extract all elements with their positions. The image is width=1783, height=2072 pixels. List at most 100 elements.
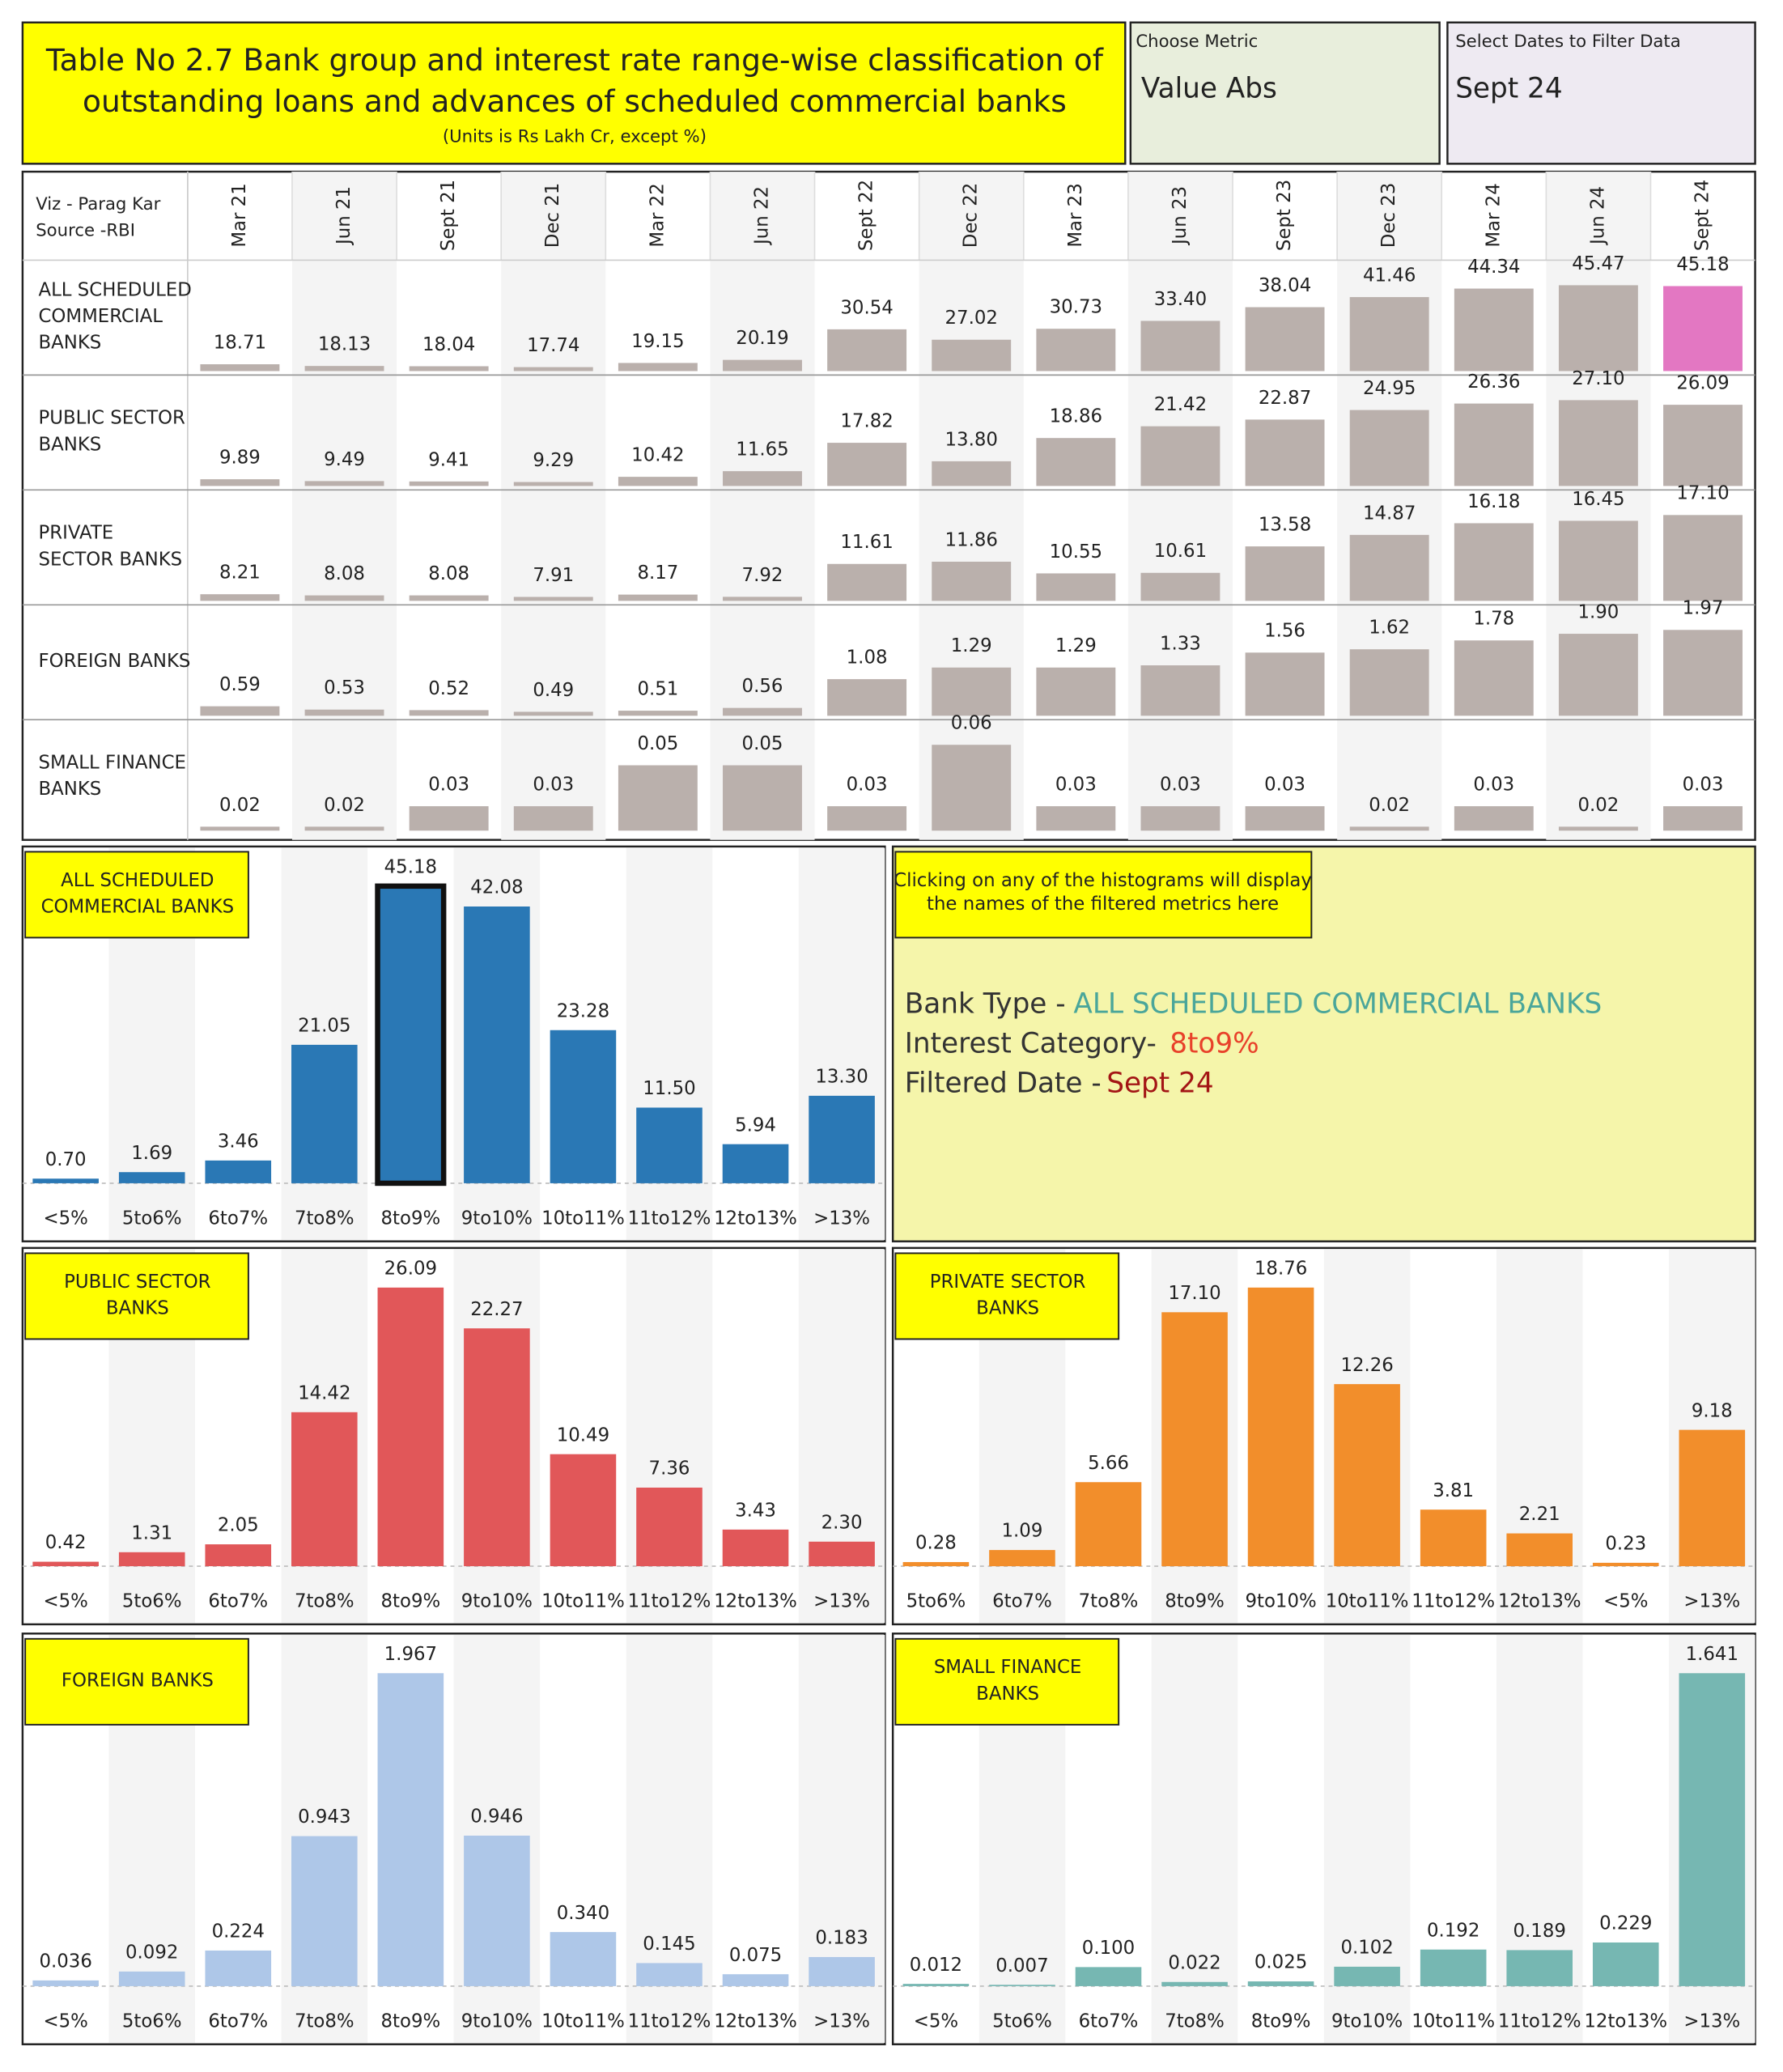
histogram-bar[interactable] [1334,1966,1400,1986]
histogram-bar[interactable] [636,1107,703,1183]
histogram-bar[interactable] [291,1836,358,1986]
table-bar[interactable] [1349,297,1429,372]
table-bar[interactable] [1245,652,1325,716]
table-bar[interactable] [200,594,280,601]
histogram-bar[interactable] [375,883,447,1187]
table-bar[interactable] [409,806,489,831]
histogram-bar[interactable] [636,1487,703,1567]
histogram-bar[interactable] [118,1172,185,1183]
histogram-bar[interactable] [809,1541,875,1567]
table-bar[interactable] [513,367,593,372]
table-bar[interactable] [723,597,802,601]
histogram-bar[interactable] [722,1144,789,1183]
histogram-bar[interactable] [291,1044,358,1183]
metric-box[interactable] [1129,21,1441,165]
table-bar[interactable] [1036,438,1116,486]
table-bar[interactable] [1349,410,1429,486]
table-bar[interactable] [1558,285,1638,372]
histogram-bar[interactable] [989,1985,1055,1986]
table-bar[interactable] [1558,520,1638,601]
table-bar[interactable] [1663,515,1743,601]
table-bar[interactable] [1558,634,1638,716]
table-bar[interactable] [827,329,907,372]
table-bar[interactable] [618,711,698,716]
metric-filter-value[interactable]: Value Abs [1141,72,1277,104]
date-box[interactable] [1446,21,1756,165]
histogram-bar[interactable] [291,1412,358,1567]
table-bar[interactable] [304,366,384,372]
table-bar[interactable] [1558,400,1638,486]
histogram-bar[interactable] [636,1963,703,1986]
histogram-bar[interactable] [118,1971,185,1986]
histogram-bar[interactable] [1075,1482,1142,1567]
histogram-bar[interactable] [1679,1429,1746,1567]
histogram-bar[interactable] [550,1030,617,1183]
histogram-bar[interactable] [32,1561,99,1567]
table-bar[interactable] [1036,667,1116,716]
table-bar[interactable] [1663,806,1743,831]
table-bar[interactable] [1140,806,1221,831]
histogram-bar[interactable] [32,1980,99,1986]
table-bar[interactable] [409,481,489,486]
histogram-bar[interactable] [902,1561,970,1567]
histogram-bar[interactable] [1247,1981,1314,1986]
table-bar[interactable] [1140,426,1221,486]
table-bar[interactable] [1140,572,1221,601]
table-bar[interactable] [723,359,802,372]
table-bar[interactable] [200,826,280,831]
table-bar[interactable] [932,562,1012,601]
histogram-bar[interactable] [989,1550,1055,1567]
table-bar[interactable] [513,711,593,716]
table-bar[interactable] [304,709,384,716]
histogram-bar[interactable] [205,1160,272,1183]
table-bar[interactable] [513,806,593,831]
table-bar[interactable] [1663,630,1743,716]
histogram-bar[interactable] [550,1932,617,1986]
table-bar[interactable] [827,443,907,486]
histogram-bar[interactable] [377,1673,444,1986]
histogram-bar[interactable] [722,1529,789,1567]
table-bar[interactable] [1663,405,1743,486]
table-bar[interactable] [932,339,1012,372]
table-bar[interactable] [1349,649,1429,716]
table-bar[interactable] [200,364,280,372]
histogram-bar[interactable] [809,1095,875,1183]
histogram-bar[interactable] [1506,1533,1573,1567]
table-bar[interactable] [304,826,384,831]
table-bar[interactable] [1036,806,1116,831]
table-bar[interactable] [618,765,698,831]
table-bar[interactable] [1454,288,1534,372]
table-bar[interactable] [1036,573,1116,601]
table-bar[interactable] [1454,403,1534,486]
table-bar[interactable] [1036,329,1116,372]
table-bar[interactable] [618,477,698,486]
histogram-bar[interactable] [464,906,530,1183]
histogram-bar[interactable] [1161,1981,1228,1986]
table-bar[interactable] [200,706,280,716]
table-bar[interactable] [723,471,802,486]
table-bar[interactable] [827,679,907,716]
date-filter-value[interactable]: Sept 24 [1455,72,1562,104]
histogram-bar[interactable] [1592,1562,1659,1567]
table-bar[interactable] [1140,321,1221,372]
table-bar[interactable] [513,597,593,601]
table-bar[interactable] [1245,546,1325,601]
histogram-bar[interactable] [377,1287,444,1567]
table-bar[interactable] [1454,523,1534,601]
table-bar[interactable] [1245,419,1325,486]
table-bar[interactable] [1558,826,1638,831]
histogram-bar[interactable] [205,1544,272,1567]
table-bar[interactable] [618,363,698,372]
histogram-bar[interactable] [1161,1312,1228,1567]
table-bar[interactable] [1245,806,1325,831]
histogram-bar[interactable] [902,1984,970,1986]
histogram-bar[interactable] [1592,1942,1659,1986]
table-bar[interactable] [932,745,1012,831]
table-bar[interactable] [1349,826,1429,831]
histogram-bar[interactable] [118,1552,185,1567]
table-bar[interactable] [827,563,907,601]
histogram-bar[interactable] [722,1974,789,1986]
table-bar[interactable] [409,366,489,372]
table-bar[interactable] [1663,286,1743,372]
histogram-bar[interactable] [464,1328,530,1567]
